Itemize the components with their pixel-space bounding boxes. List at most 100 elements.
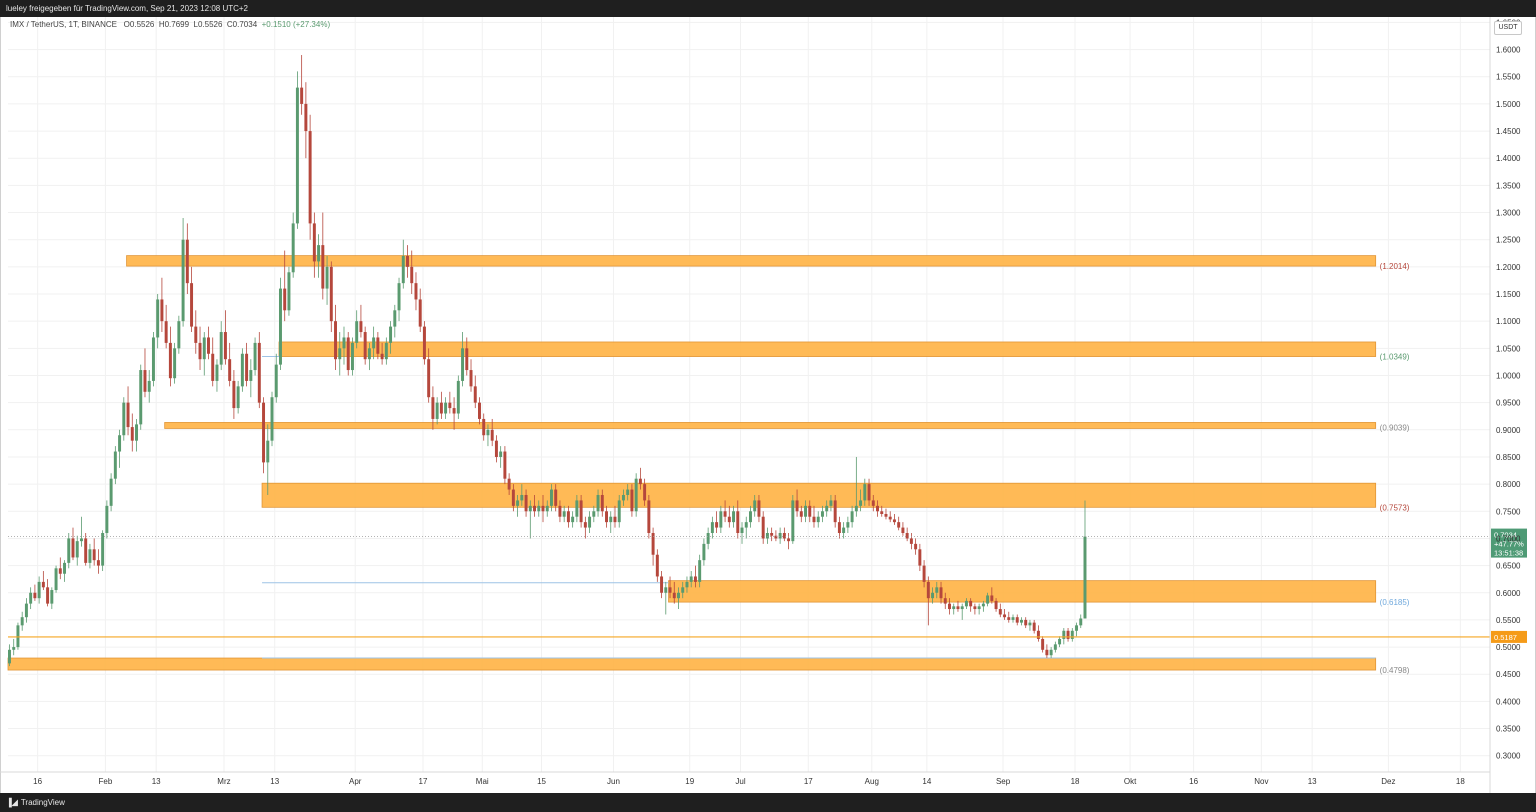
candle-body [981,603,985,607]
candle-body [317,245,321,262]
candle-body [693,576,697,582]
candle-body [605,511,608,523]
candle-body [566,511,570,523]
x-tick-label: 15 [537,777,546,786]
candle-body [621,494,625,501]
y-tick-label: 0.5500 [1496,616,1521,625]
tradingview-logo-icon[interactable]: ▐◢ [6,798,18,807]
candle-body [202,337,206,360]
candle-body [435,402,439,419]
candle-body [846,522,850,528]
candle-body [1062,630,1066,639]
x-tick-label: Apr [349,777,362,786]
zone-label: (0.9039) [1380,424,1410,433]
shared-by-bar: lueley freigegeben für TradingView.com, … [0,0,1536,17]
candle-body [469,370,473,387]
candle-body [397,283,401,311]
x-tick-label: 18 [1071,777,1080,786]
candle-body [240,353,244,387]
candle-body [799,511,803,517]
candle-body [761,516,765,539]
candle-body [249,370,253,381]
candle-body [511,489,515,506]
candle-body [727,516,731,523]
candle-body [228,359,232,381]
candle-body [482,418,486,436]
candle-body [613,516,617,523]
candle-body [787,538,791,542]
candle-body [287,272,291,311]
x-tick-label: 17 [804,777,813,786]
candle-body [922,565,926,582]
candle-body [562,511,566,517]
candle-body [884,513,888,517]
candle-body [765,533,769,539]
candle-body [516,500,520,506]
x-tick-label: 17 [419,777,428,786]
candle-body [626,489,630,495]
candle-body [342,337,346,349]
footer-bar: ▐◢ TradingView [0,793,1536,812]
candle-body [706,533,710,544]
candle-body [71,538,75,558]
candle-body [185,239,189,284]
candle-body [871,500,875,506]
currency-badge[interactable]: USDT [1494,21,1522,35]
candle-body [384,342,388,360]
candle-body [278,288,282,365]
x-tick-label: 16 [33,777,42,786]
candle-body [677,592,680,599]
candle-body [312,223,316,262]
y-tick-label: 0.8500 [1496,453,1521,462]
candle-body [583,522,587,528]
candle-body [549,489,553,506]
symbol-name[interactable]: IMX / TetherUS, 1T, BINANCE [10,20,117,29]
y-tick-label: 1.6000 [1496,46,1521,55]
candle-body [321,245,325,289]
candle-body [926,581,930,599]
candle-body [943,598,947,604]
candle-body [486,429,490,436]
candle-body [325,266,329,289]
zone-rect [278,341,1377,357]
price-chart[interactable]: (1.2014) (1.0349) (0.9039) (0.7573) (0.6185)… [0,17,1536,793]
candle-body [537,505,541,512]
candle-body [177,321,181,349]
candle-body [939,587,943,599]
candle-body [452,408,456,414]
brand-name[interactable]: TradingView [20,798,65,807]
y-tick-label: 1.0000 [1496,371,1521,380]
candle-body [173,348,177,379]
candle-body [20,617,24,626]
x-tick-label: Sep [996,777,1011,786]
zone-label: (0.4798) [1380,666,1410,675]
candle-body [660,576,664,593]
candle-body [499,451,503,457]
candle-body [1049,649,1053,656]
candle-body [888,516,892,520]
candle-body [964,600,968,607]
candle-body [837,522,841,534]
candle-body [266,440,270,463]
candle-body [1007,617,1011,620]
candle-body [355,321,359,343]
candle-body [92,549,96,561]
current-price-change: +47.77% [1494,540,1524,549]
candle-body [75,541,79,558]
current-price-label: 0.7034 [1494,531,1517,540]
x-tick-label: 19 [685,777,694,786]
candle-body [808,505,812,517]
candle-body [494,440,498,457]
candle-body [820,511,824,517]
zone-rect [261,482,1377,508]
candle-body [334,321,338,360]
candle-body [422,326,426,360]
change-value: +0.1510 (+27.34%) [261,20,331,29]
candle-body [672,592,676,599]
candle-body [46,587,50,604]
candle-body [376,337,380,354]
candle-body [880,511,884,514]
candle-body [67,538,71,563]
support-badge-label: 0.5187 [1494,633,1517,642]
y-tick-label: 0.9500 [1496,399,1521,408]
